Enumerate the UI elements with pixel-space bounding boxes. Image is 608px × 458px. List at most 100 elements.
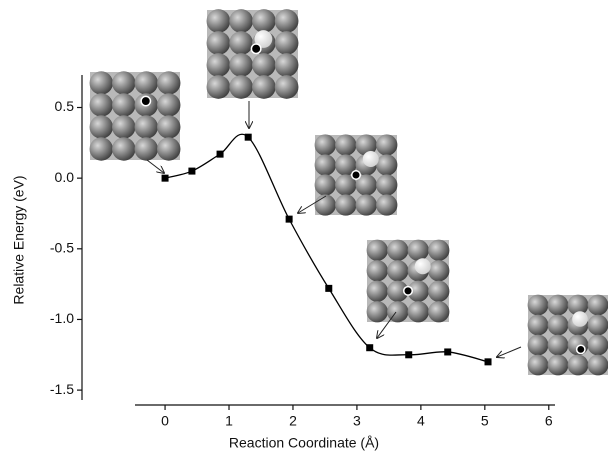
atom	[376, 174, 398, 196]
atom	[252, 53, 276, 77]
y-axis-label: Relative Energy (eV)	[11, 175, 27, 304]
atom	[274, 31, 299, 55]
arrow	[146, 159, 164, 173]
atom-c	[250, 43, 262, 55]
y-tick-label: -1.5	[50, 381, 74, 397]
atom	[428, 280, 450, 302]
structure-insets	[89, 9, 608, 376]
atom	[314, 194, 336, 216]
atom	[527, 314, 549, 336]
x-tick-label: 5	[481, 413, 489, 429]
atom	[547, 354, 569, 376]
atom	[112, 71, 136, 95]
atom	[134, 137, 158, 161]
atom	[547, 294, 569, 316]
arrow	[497, 346, 522, 357]
atom	[376, 134, 398, 156]
atom	[206, 9, 231, 33]
atom	[587, 314, 608, 336]
x-tick-label: 6	[545, 413, 553, 429]
atom	[112, 93, 136, 117]
atom	[387, 239, 409, 261]
atom	[206, 53, 231, 77]
atom	[229, 9, 253, 33]
marker	[244, 133, 252, 141]
atom	[587, 294, 608, 316]
marker	[484, 358, 492, 366]
atom	[355, 194, 377, 216]
line	[164, 133, 489, 363]
atom	[134, 115, 158, 139]
atom	[527, 354, 549, 376]
atom	[366, 239, 388, 261]
marker	[444, 348, 452, 356]
atom	[157, 71, 181, 95]
atom	[355, 174, 377, 196]
x-tick-label: 1	[225, 413, 233, 429]
atom-h	[254, 30, 273, 48]
atom	[366, 260, 388, 282]
x-axis-label: Reaction Coordinate (Å)	[229, 435, 379, 451]
atom-h	[362, 151, 379, 167]
atom	[252, 75, 276, 99]
atom	[252, 9, 276, 33]
atom	[387, 280, 409, 302]
atom	[407, 239, 429, 261]
atom-c	[575, 344, 586, 355]
atom-c	[402, 285, 414, 296]
atom	[134, 71, 158, 95]
atom	[314, 134, 336, 156]
atom	[157, 93, 181, 117]
atom-h	[414, 258, 431, 275]
atom	[206, 31, 231, 55]
y-tick-label: -0.5	[50, 240, 74, 256]
atom	[527, 294, 549, 316]
x-tick-label: 2	[289, 413, 297, 429]
marker	[161, 174, 169, 182]
atom	[335, 154, 357, 176]
atom	[274, 75, 299, 99]
x-tick-label: 0	[161, 413, 169, 429]
atom	[229, 75, 253, 99]
atom	[527, 334, 549, 356]
atom	[547, 334, 569, 356]
y-tick-label: -1.0	[50, 310, 74, 326]
atom	[567, 354, 589, 376]
atom	[89, 137, 113, 161]
atom	[229, 31, 253, 55]
x-tick-label: 4	[417, 413, 425, 429]
atom	[112, 115, 136, 139]
atom	[407, 280, 429, 302]
atom	[89, 115, 113, 139]
atom	[587, 354, 608, 376]
marker	[285, 215, 293, 223]
marker	[188, 167, 196, 175]
marker	[325, 284, 333, 292]
atom	[274, 9, 299, 33]
atom	[274, 53, 299, 77]
atom	[157, 137, 181, 161]
atom	[376, 154, 398, 176]
atom	[407, 301, 429, 323]
atom	[314, 154, 336, 176]
atom	[89, 71, 113, 95]
atom	[89, 93, 113, 117]
atom	[366, 280, 388, 302]
atom	[157, 115, 181, 139]
atom	[112, 137, 136, 161]
atom-c	[350, 169, 362, 181]
y-tick-label: 0.0	[55, 169, 75, 185]
atom	[547, 314, 569, 336]
marker	[366, 344, 374, 352]
atom	[335, 174, 357, 196]
y-tick-label: 0.5	[55, 98, 75, 114]
atom	[314, 174, 336, 196]
arrow	[377, 311, 397, 338]
atom	[229, 53, 253, 77]
arrow	[298, 195, 327, 213]
atom	[366, 301, 388, 323]
atom	[428, 239, 450, 261]
atom	[335, 134, 357, 156]
atom-c	[140, 95, 152, 107]
